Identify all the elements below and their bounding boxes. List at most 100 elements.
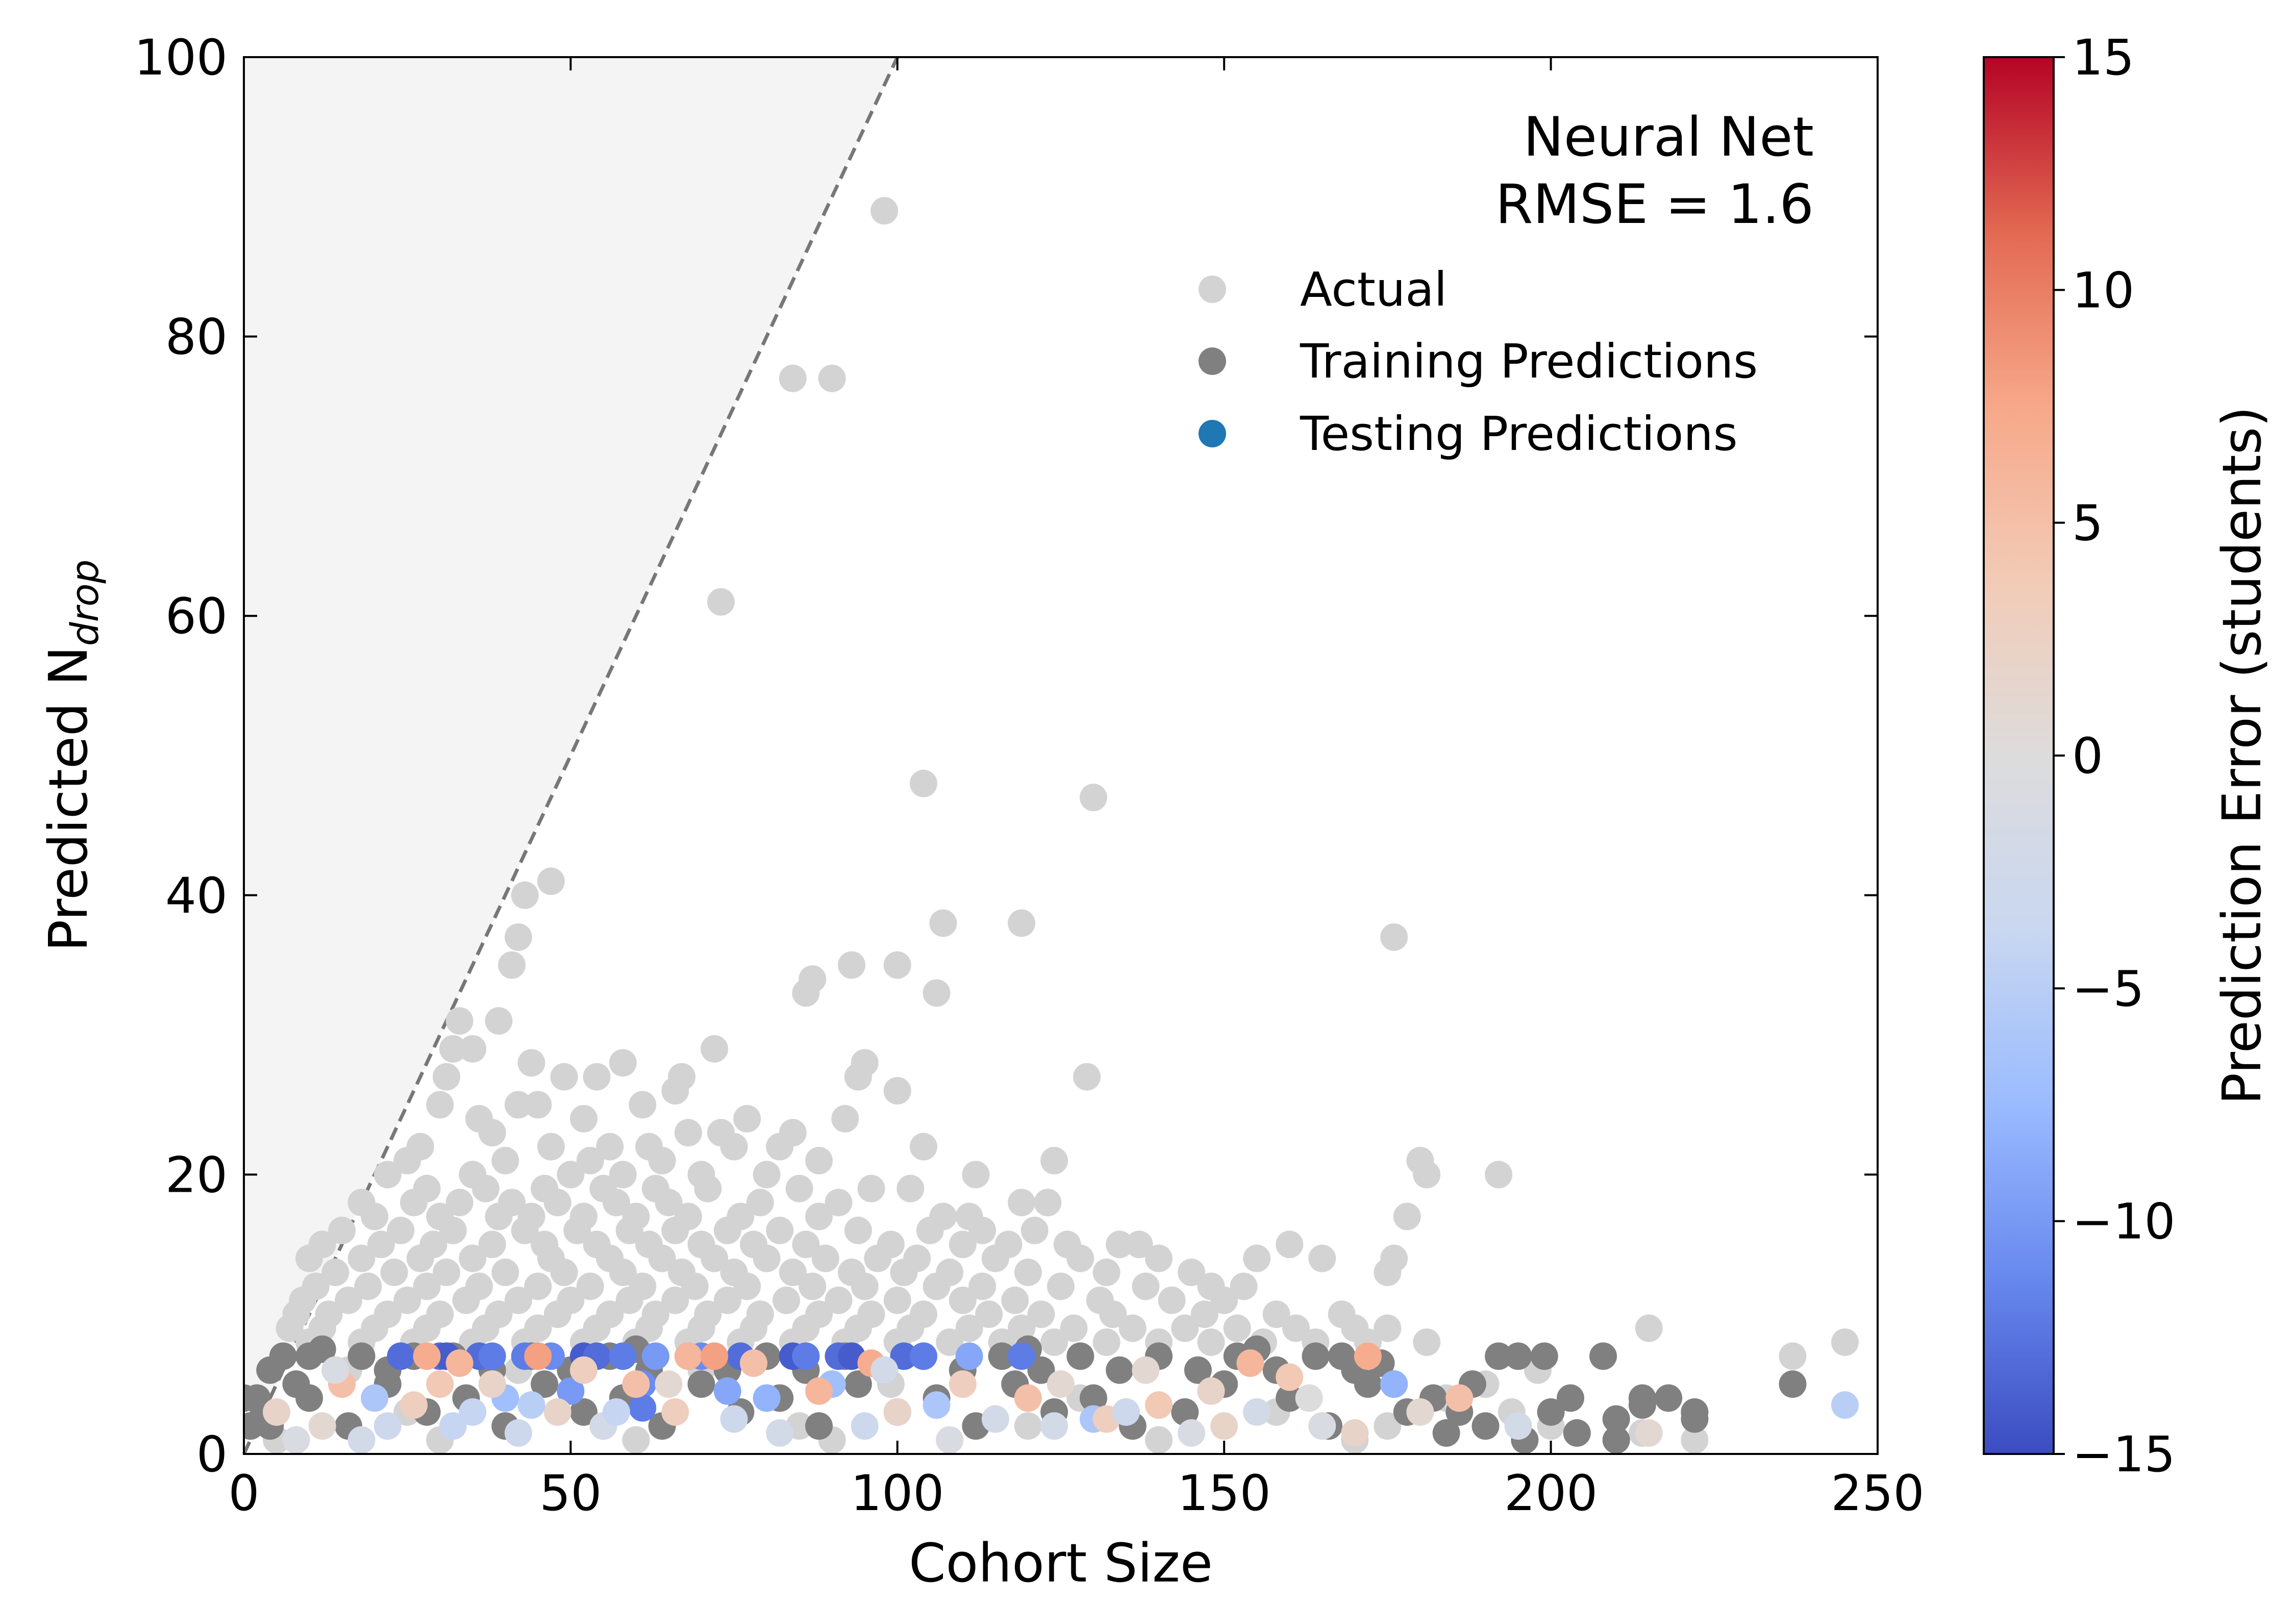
actual-point: [1171, 1314, 1199, 1342]
x-tick-label: 100: [851, 1465, 944, 1522]
testing-point: [1047, 1370, 1075, 1398]
actual-point: [922, 979, 951, 1007]
testing-point: [1178, 1419, 1206, 1447]
training-point: [805, 1412, 833, 1440]
y-tick-label: 100: [134, 29, 228, 86]
actual-point: [910, 1133, 938, 1161]
testing-point: [936, 1426, 964, 1454]
colorbar-tick-label: 10: [2072, 262, 2134, 319]
testing-point: [609, 1342, 637, 1370]
testing-point: [890, 1342, 918, 1370]
actual-point: [1230, 1272, 1258, 1300]
actual-point: [838, 951, 866, 979]
testing-point: [478, 1342, 506, 1370]
testing-point: [910, 1342, 938, 1370]
training-point: [1328, 1342, 1356, 1370]
x-tick-label: 0: [228, 1465, 259, 1522]
actual-point: [1393, 1202, 1421, 1231]
actual-point: [557, 1161, 585, 1189]
actual-point: [792, 1231, 820, 1259]
training-point: [1537, 1398, 1565, 1426]
actual-point: [328, 1216, 356, 1244]
actual-point: [753, 1161, 781, 1189]
actual-point: [478, 1231, 506, 1259]
actual-point: [583, 1063, 611, 1091]
training-point: [1628, 1391, 1656, 1419]
actual-point: [1158, 1286, 1186, 1314]
testing-point: [557, 1377, 585, 1405]
training-point: [1563, 1419, 1591, 1447]
model-name-annotation: Neural Net: [1524, 106, 1814, 168]
actual-point: [433, 1063, 461, 1091]
actual-point: [334, 1286, 362, 1314]
actual-point: [779, 364, 807, 392]
actual-point: [883, 1286, 911, 1314]
testing-point: [1308, 1412, 1336, 1440]
testing-point: [1341, 1419, 1369, 1447]
testing-point: [1380, 1370, 1408, 1398]
testing-point: [1112, 1398, 1140, 1426]
testing-point: [1008, 1342, 1036, 1370]
actual-point: [1066, 1244, 1094, 1272]
testing-point: [373, 1412, 402, 1440]
testing-point: [674, 1342, 702, 1370]
actual-point: [701, 1244, 729, 1272]
testing-point: [1276, 1363, 1304, 1391]
colorbar-ticks: 15 10 5 0 −5 −10 −15: [2054, 29, 2176, 1483]
actual-point: [655, 1189, 683, 1217]
colorbar-tick-label: −15: [2072, 1426, 2176, 1483]
actual-point: [1118, 1314, 1146, 1342]
y-tick-label: 80: [165, 309, 228, 366]
actual-point: [1092, 1328, 1120, 1356]
actual-point: [1831, 1328, 1859, 1356]
training-point: [531, 1370, 559, 1398]
actual-point: [818, 364, 846, 392]
actual-point: [400, 1189, 428, 1217]
actual-point: [1374, 1314, 1402, 1342]
actual-point: [1132, 1272, 1160, 1300]
testing-point: [655, 1370, 683, 1398]
testing-point: [1445, 1384, 1474, 1412]
actual-point: [694, 1174, 722, 1202]
actual-point: [1008, 1189, 1036, 1217]
legend-marker-testing: [1199, 420, 1226, 447]
actual-point: [1380, 923, 1408, 951]
actual-point: [916, 1216, 944, 1244]
actual-point: [811, 1244, 839, 1272]
actual-point: [576, 1147, 604, 1175]
training-point: [844, 1370, 872, 1398]
actual-point: [517, 1049, 545, 1077]
legend-label-actual: Actual: [1300, 262, 1447, 317]
training-point: [1432, 1419, 1460, 1447]
actual-point: [445, 1189, 473, 1217]
actual-point: [609, 1259, 637, 1287]
testing-point: [387, 1342, 415, 1370]
actual-point: [445, 1007, 473, 1035]
actual-point: [844, 1063, 872, 1091]
actual-point: [1001, 1286, 1029, 1314]
training-point: [1027, 1356, 1055, 1384]
testing-point: [1295, 1384, 1323, 1412]
actual-point: [413, 1272, 441, 1300]
training-point: [1530, 1342, 1558, 1370]
training-point: [1354, 1370, 1382, 1398]
testing-point: [1210, 1412, 1238, 1440]
actual-point: [707, 588, 735, 616]
actual-point: [1145, 1244, 1173, 1272]
testing-point: [1132, 1356, 1160, 1384]
y-tick-label: 40: [165, 867, 228, 924]
actual-point: [1374, 1259, 1402, 1287]
actual-point: [478, 1119, 506, 1147]
actual-point: [491, 1259, 519, 1287]
testing-point: [321, 1356, 350, 1384]
actual-point: [1282, 1314, 1310, 1342]
actual-point: [779, 1259, 807, 1287]
training-point: [1106, 1356, 1134, 1384]
testing-point: [361, 1384, 389, 1412]
plot-area: 0 50 100 150 200 250 0 20 40 60 80 100: [134, 29, 1925, 1522]
testing-point: [661, 1398, 689, 1426]
actual-point: [1060, 1314, 1088, 1342]
training-point: [988, 1342, 1016, 1370]
actual-point: [733, 1272, 761, 1300]
actual-point: [1210, 1286, 1238, 1314]
